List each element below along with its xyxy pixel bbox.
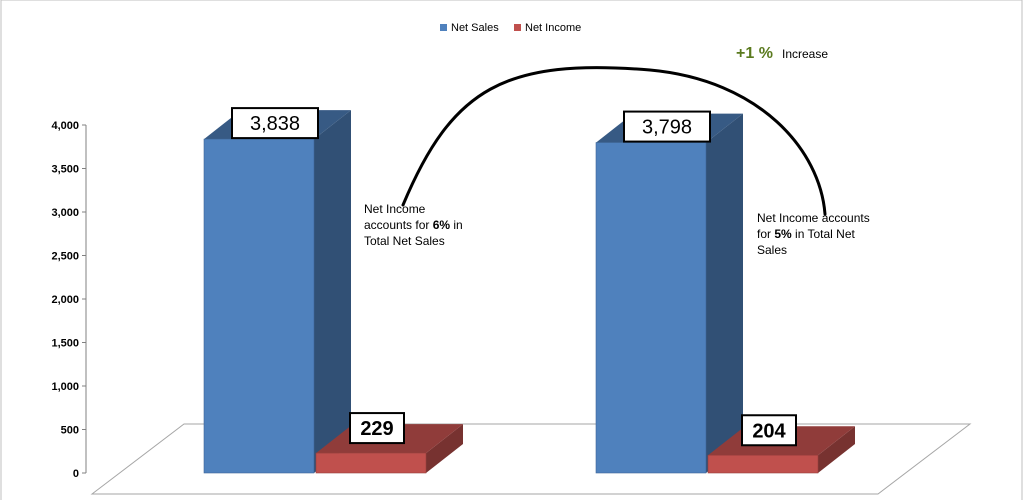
data-label-box xyxy=(623,110,711,143)
bar-front xyxy=(315,452,427,474)
bar-side xyxy=(706,113,743,473)
data-label-text: 3,838 xyxy=(250,113,300,135)
data-label-box xyxy=(231,107,319,140)
trend-arrow xyxy=(401,66,827,216)
data-label: 229 xyxy=(349,412,405,445)
data-label-box xyxy=(741,414,797,447)
note-line: Net Income accounts xyxy=(757,211,870,225)
note-line: Net Income xyxy=(364,202,426,216)
legend-swatch xyxy=(514,24,521,31)
legend-label: Net Income xyxy=(525,22,581,34)
data-label-text: 229 xyxy=(360,418,393,440)
y-tick-label: 2,000 xyxy=(51,294,79,306)
note-segment: Sales xyxy=(757,243,787,257)
bar-front xyxy=(595,142,707,474)
note-segment: Net Income xyxy=(364,202,426,216)
data-label: 3,798 xyxy=(623,110,711,143)
note-segment: in xyxy=(450,218,463,232)
note-text: Net Income accounts for 5% in Total Net Sa… xyxy=(757,211,870,257)
y-tick-label: 3,500 xyxy=(51,164,79,176)
data-label-text: 204 xyxy=(752,420,786,442)
bar xyxy=(595,113,743,474)
note-segment: in Total Net xyxy=(792,227,856,241)
y-tick-label: 3,000 xyxy=(51,207,79,219)
note-line: accounts for 6% in xyxy=(364,218,463,232)
bar-side xyxy=(314,110,351,474)
bar-side xyxy=(818,426,855,473)
legend-item: Net Sales xyxy=(440,22,499,34)
y-tick-label: 1,500 xyxy=(51,338,79,350)
bar-front xyxy=(707,454,819,474)
note-segment: for xyxy=(757,227,774,241)
legend-swatch xyxy=(440,24,447,31)
legend-item: Net Income xyxy=(514,22,581,34)
note-text: Net Income accounts for 6% in Total Net Sa… xyxy=(364,202,463,248)
increase-label: Increase xyxy=(782,47,828,61)
legend-label: Net Sales xyxy=(451,22,499,34)
note-line: for 5% in Total Net xyxy=(757,227,856,241)
increase-percent: +1 % xyxy=(736,45,773,62)
note-segment: Total Net Sales xyxy=(364,234,445,248)
y-tick-label: 1,000 xyxy=(51,381,79,393)
data-label: 204 xyxy=(741,414,797,447)
y-tick-label: 2,500 xyxy=(51,251,79,263)
note-percent: 6% xyxy=(433,218,451,232)
bar-side xyxy=(426,424,463,473)
data-label: 3,838 xyxy=(231,107,319,140)
bar xyxy=(203,110,351,474)
note-percent: 5% xyxy=(774,227,792,241)
data-label-text: 3,798 xyxy=(642,117,692,139)
y-tick-label: 0 xyxy=(73,468,79,480)
note-line: Sales xyxy=(757,243,787,257)
bar-front xyxy=(203,138,315,474)
y-tick-label: 4,000 xyxy=(51,120,79,132)
y-tick-label: 500 xyxy=(61,425,79,437)
note-segment: Net Income accounts xyxy=(757,211,870,225)
note-line: Total Net Sales xyxy=(364,234,445,248)
data-label-box xyxy=(349,412,405,445)
note-segment: accounts for xyxy=(364,218,433,232)
